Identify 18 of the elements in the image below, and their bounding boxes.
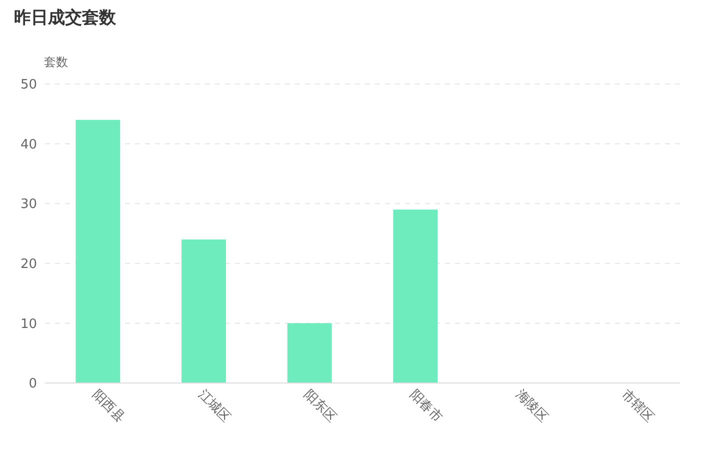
chart-title: 昨日成交套数 [14,8,117,28]
y-tick-label: 0 [28,376,37,392]
bar [393,210,438,383]
x-tick-label: 市辖区 [618,387,656,426]
y-tick-label: 50 [20,78,37,93]
y-tick-label: 20 [20,256,37,272]
x-tick-label: 海陵区 [512,387,551,426]
bar [287,323,332,383]
y-axis-title: 套数 [44,55,68,69]
bar [76,120,120,383]
y-tick-label: 40 [20,137,37,152]
x-tick-label: 阳东区 [300,387,339,426]
x-tick-label: 江城区 [194,387,234,426]
x-tick-label: 阳春市 [406,387,445,426]
x-tick-label: 阳西县 [89,387,128,426]
bar [182,239,226,383]
y-tick-label: 10 [20,316,37,332]
y-tick-label: 30 [20,197,37,212]
